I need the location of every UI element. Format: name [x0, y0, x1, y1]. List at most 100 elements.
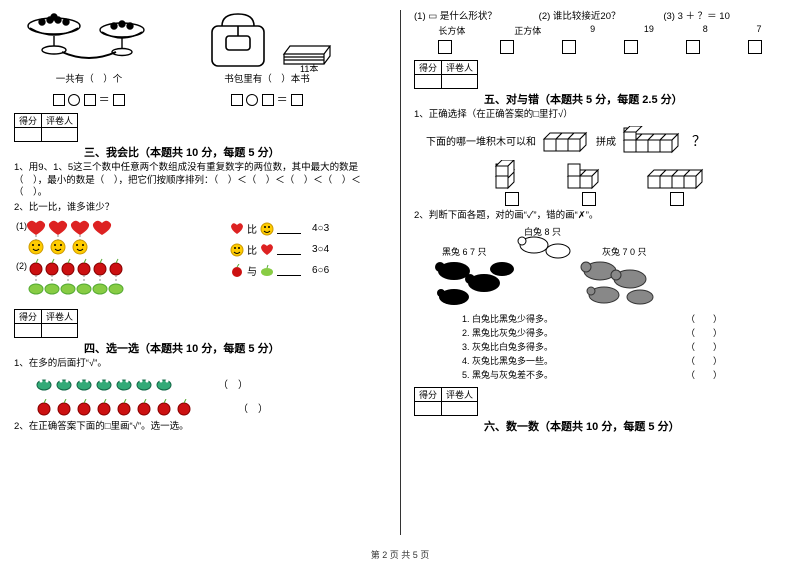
score-box: 得分 评卷人 — [414, 60, 786, 89]
st2: 2. 黑兔比灰兔少得多。 — [462, 326, 553, 339]
heart-icon — [260, 243, 274, 257]
checkbox[interactable] — [624, 40, 638, 54]
blocks-result-icon — [620, 126, 688, 156]
st4: 4. 灰兔比黑兔多一些。 — [462, 354, 553, 367]
smile-icon — [260, 222, 274, 236]
q3-2-lead: 2、比一比，谁多谁少？ — [14, 202, 386, 215]
st5: 5. 黑兔与灰兔差不多。 — [462, 368, 553, 381]
opt1b: 正方体 — [514, 24, 541, 37]
cmp2-a: 比 — [247, 242, 257, 257]
top-figures-row: 一共有（ ）个 ＝ — [14, 8, 386, 107]
plates-icon — [14, 8, 164, 72]
opt1a: 长方体 — [438, 24, 465, 37]
eq-circle — [246, 94, 258, 106]
eq-box — [231, 94, 243, 106]
plates-figure: 一共有（ ）个 ＝ — [14, 8, 164, 107]
q4-2: 2、在正确答案下面的□里画“√”。选一选。 — [14, 421, 386, 434]
bag-icon: 11本 — [192, 8, 342, 72]
blocks-c-icon — [644, 160, 710, 192]
blank — [277, 245, 301, 255]
paren: （ ） — [686, 340, 722, 353]
opt3b: 7 — [757, 24, 762, 37]
cmp3-a: 与 — [247, 263, 257, 278]
q5-1-b: 拼成 — [596, 133, 616, 148]
svg-text:灰兔 7 0 只: 灰兔 7 0 只 — [602, 246, 647, 257]
blocks-options — [414, 160, 786, 206]
bag-equation: ＝ — [192, 91, 342, 107]
reviewer-cell — [42, 127, 78, 141]
top-options-labels: 长方体 正方体 9 19 8 7 — [414, 24, 786, 37]
score-cell — [15, 127, 42, 141]
compare-icon: (1) (2) — [14, 217, 224, 303]
checkbox[interactable] — [500, 40, 514, 54]
paren: （ ） — [686, 326, 722, 339]
score-cell — [415, 401, 442, 415]
plates-equation: ＝ — [14, 91, 164, 107]
cmp2-b: 3○4 — [312, 244, 329, 255]
paren: （ ） — [686, 368, 722, 381]
blocks-b-icon — [564, 160, 614, 192]
q5-2-lead: 2、判断下面各题，对的画“✓”，错的画“✗”。 — [414, 210, 786, 223]
books-count-label: 11本 — [300, 63, 318, 72]
eq-equals: ＝ — [99, 94, 113, 106]
opt3a: 8 — [703, 24, 708, 37]
score-box: 得分 评卷人 — [14, 113, 386, 142]
reviewer-label: 评卷人 — [442, 61, 478, 75]
section-4-title: 四、选一选（本题共 10 分，每题 5 分） — [84, 340, 386, 356]
statement-row: 1. 白兔比黑兔少得多。（ ） — [462, 312, 722, 325]
cmp1-a: 比 — [247, 221, 257, 236]
checkbox[interactable] — [505, 192, 519, 206]
statement-row: 2. 黑兔比灰兔少得多。 （ ） — [462, 326, 722, 339]
checkbox[interactable] — [438, 40, 452, 54]
score-label: 得分 — [15, 310, 42, 324]
compare-pictures: (1) (2) — [14, 217, 224, 303]
checkbox[interactable] — [562, 40, 576, 54]
section-3-title: 三、我会比（本题共 10 分，每题 5 分） — [84, 144, 386, 160]
cmp1-b: 4○3 — [312, 223, 329, 234]
score-box: 得分 评卷人 — [14, 309, 386, 338]
option-c — [644, 160, 710, 206]
apple-icon — [230, 264, 244, 278]
blank — [277, 224, 301, 234]
blank — [277, 266, 301, 276]
q5-1-a: 下面的哪一堆积木可以和 — [426, 133, 536, 148]
tq2: (2) 谁比较接近20？ — [539, 8, 662, 22]
svg-text:白兔 8 只: 白兔 8 只 — [524, 226, 561, 237]
plates-caption: 一共有（ ）个 — [14, 74, 164, 87]
statement-row: 4. 灰兔比黑兔多一些。（ ） — [462, 354, 722, 367]
reviewer-label: 评卷人 — [42, 310, 78, 324]
section-6-title: 六、数一数（本题共 10 分，每题 5 分） — [484, 418, 786, 434]
checkbox[interactable] — [582, 192, 596, 206]
svg-text:黑兔 6 7 只: 黑兔 6 7 只 — [442, 246, 487, 257]
cmp3-b: 6○6 — [312, 265, 329, 276]
score-cell — [415, 75, 442, 89]
q4-1: 1、在多的后面打“√”。 — [14, 358, 386, 371]
eq-box — [53, 94, 65, 106]
opt2b: 19 — [644, 24, 654, 37]
q3-2-compare-block: (1) (2) — [14, 217, 386, 303]
bag-figure: 11本 书包里有（ ）本书 ＝ — [192, 8, 342, 107]
svg-text:(2): (2) — [16, 261, 27, 271]
bag-caption: 书包里有（ ）本书 — [192, 74, 342, 87]
rabbits-figure: 白兔 8 只 黑兔 6 7 只 灰兔 7 0 只 — [414, 225, 786, 311]
statement-row: 3. 灰兔比白兔多得多。 （ ） — [462, 340, 722, 353]
section-5-title: 五、对与错（本题共 5 分，每题 2.5 分） — [484, 91, 786, 107]
reviewer-label: 评卷人 — [442, 387, 478, 401]
checkbox[interactable] — [748, 40, 762, 54]
compare-answers: 比 4○3 比 3○4 与 6○6 — [230, 217, 329, 303]
statements-list: 1. 白兔比黑兔少得多。（ ） 2. 黑兔比灰兔少得多。（ ） 3. 灰兔比白兔… — [462, 312, 786, 381]
option-b — [564, 160, 614, 206]
cmp-row-2: 比 3○4 — [230, 242, 329, 257]
st1: 1. 白兔比黑兔少得多。 — [462, 312, 553, 325]
page-footer: 第 2 页 共 5 页 — [0, 548, 800, 561]
st3: 3. 灰兔比白兔多得多。 — [462, 340, 553, 353]
score-label: 得分 — [415, 61, 442, 75]
checkbox[interactable] — [670, 192, 684, 206]
checkbox[interactable] — [686, 40, 700, 54]
heart-icon — [230, 222, 244, 236]
blocks-a-icon — [490, 160, 534, 192]
frogs-row-icon — [34, 375, 214, 393]
q4-frogs-apples: （ ） （ ） — [34, 375, 386, 417]
q5-1-c: ？ — [692, 131, 706, 151]
svg-text:(1): (1) — [16, 221, 27, 231]
